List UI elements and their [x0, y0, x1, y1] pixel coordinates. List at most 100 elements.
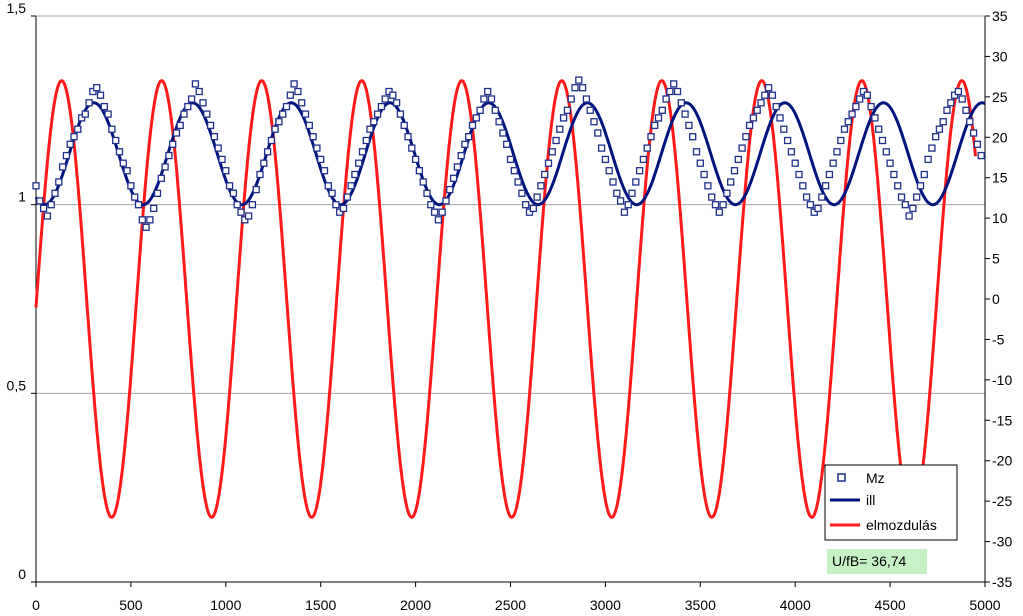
series-mz-point	[51, 189, 59, 197]
series-mz-point	[715, 208, 723, 216]
series-mz-point	[93, 84, 101, 92]
series-mz-point	[901, 201, 909, 209]
series-mz-point	[305, 121, 313, 130]
series-mz-point	[218, 155, 226, 164]
series-mz-point	[833, 148, 841, 156]
series-mz-point	[673, 87, 682, 96]
series-mz-point	[165, 151, 173, 160]
series-mz-point	[446, 185, 454, 194]
series-mz-point	[522, 201, 530, 209]
series-mz-point	[146, 216, 154, 224]
series-mz-point	[358, 148, 367, 156]
series-mz-point	[723, 189, 731, 197]
series-mz-point	[791, 159, 799, 167]
series-mz-point	[423, 189, 431, 197]
right-tick-label: 35	[992, 8, 1008, 24]
series-mz-point	[271, 125, 279, 133]
legend-box	[824, 464, 958, 541]
series-mz-point	[449, 174, 458, 182]
series-mz-point	[225, 182, 234, 190]
series-mz-point	[825, 170, 834, 179]
legend: Mz ill elmozdulás	[824, 464, 958, 541]
series-mz-point	[282, 102, 291, 111]
series-mz-point	[381, 95, 389, 103]
left-tick-label: 1	[18, 189, 26, 205]
series-mz-point	[453, 163, 462, 171]
x-tick-label: 2500	[495, 597, 526, 613]
series-mz-point	[112, 136, 120, 145]
series-mz-point	[745, 121, 754, 130]
series-mz-point	[229, 189, 238, 197]
series-mz-point	[491, 106, 499, 114]
series-mz-point	[730, 167, 739, 175]
x-tick-label: 5000	[969, 597, 1000, 613]
series-mz-point	[802, 193, 811, 201]
series-mz-point	[814, 204, 822, 213]
series-mz-point	[484, 87, 492, 96]
right-tick-label: 10	[992, 210, 1008, 226]
series-mz-point	[670, 80, 678, 88]
series-mz-point	[191, 80, 200, 88]
series-mz-point	[696, 159, 704, 167]
series-mz-point	[597, 144, 606, 152]
series-mz-point	[840, 125, 849, 133]
series-mz-point	[635, 167, 644, 175]
series-mz-point	[47, 201, 55, 209]
series-mz-point	[43, 212, 52, 220]
series-mz-point	[905, 212, 913, 220]
legend-elmozdulas-label: elmozdulás	[866, 517, 937, 533]
series-mz-point	[184, 102, 192, 111]
series-mz-point	[347, 182, 355, 190]
series-mz-point	[541, 170, 549, 179]
series-mz-point	[108, 125, 116, 133]
legend-mz-label: Mz	[866, 470, 885, 486]
right-tick-label: -25	[992, 493, 1012, 509]
left-tick-label: 0	[18, 566, 26, 582]
series-mz-point	[244, 212, 253, 220]
series-mz-point	[639, 155, 648, 164]
series-mz-point	[427, 201, 435, 209]
series-mz-point	[81, 110, 89, 118]
series-mz-point	[62, 151, 71, 160]
series-mz-point	[947, 99, 955, 107]
series-mz-point	[172, 129, 181, 137]
series-mz-point	[719, 201, 727, 209]
right-tick-label: 25	[992, 89, 1008, 105]
series-mz-point	[301, 110, 310, 118]
annotation-box: U/fB= 36,74	[827, 549, 927, 574]
series-mz-point	[916, 182, 925, 190]
series-mz-point	[738, 144, 746, 152]
right-tick-label: -5	[992, 331, 1005, 347]
series-mz-point	[894, 182, 902, 190]
series-mz-point	[404, 133, 412, 141]
series-mz-point	[309, 133, 317, 141]
series-mz-point	[115, 148, 124, 156]
series-mz-point	[537, 182, 545, 190]
series-mz-point	[476, 106, 484, 114]
series-mz-point	[487, 95, 496, 103]
annotation-background	[827, 549, 927, 574]
series-mz-point	[563, 106, 572, 114]
x-axis-ticks: 0 500 1000 1500 2000 2500 3000 3500 4000 4500 5000	[32, 582, 1001, 613]
series-mz-point	[764, 84, 773, 92]
series-mz-point	[104, 110, 112, 118]
series-mz-point	[328, 189, 336, 197]
annotation-text: U/fB= 36,74	[832, 553, 907, 569]
left-axis-ticks: 0 0,5 1 1,5	[7, 0, 36, 583]
series-mz-point	[685, 121, 693, 130]
series-mz-point	[210, 133, 219, 141]
series-mz-point	[370, 118, 378, 126]
series-mz-point	[495, 118, 503, 126]
series-mz-point	[783, 136, 792, 145]
series-mz-point	[753, 106, 761, 114]
series-mz-point	[958, 95, 966, 103]
series-mz-point	[594, 129, 602, 137]
series-mz-point	[499, 129, 507, 137]
series-mz-point	[77, 114, 86, 122]
x-tick-label: 4000	[780, 597, 811, 613]
series-mz-point	[651, 121, 659, 130]
series-mz-point	[666, 87, 674, 96]
series-mz-point	[248, 201, 257, 209]
series-mz-point	[241, 216, 249, 224]
